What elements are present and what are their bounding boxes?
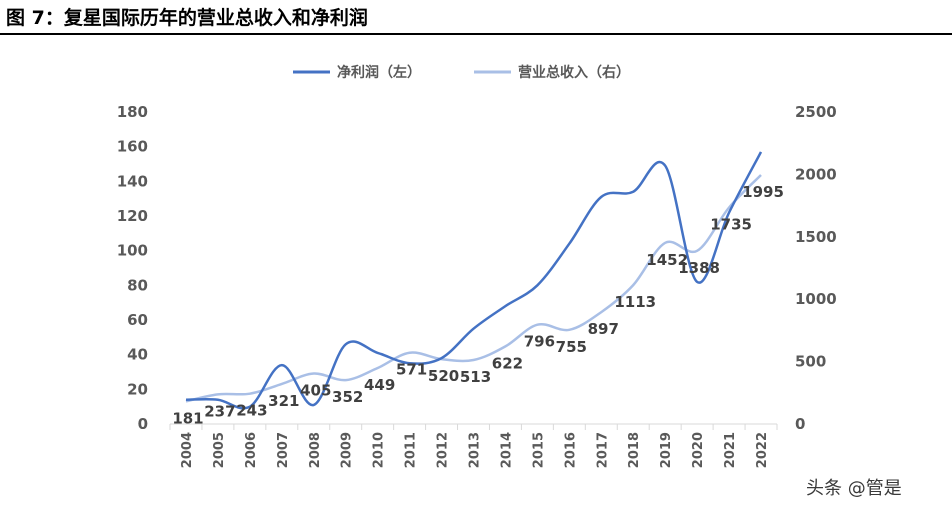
x-tick-label: 2009: [340, 432, 355, 468]
data-label-revenue: 237: [204, 402, 235, 420]
data-label-revenue: 1388: [678, 259, 720, 277]
data-label-revenue: 181: [172, 409, 203, 427]
data-label-revenue: 1735: [710, 215, 752, 233]
x-tick-label: 2015: [531, 432, 546, 468]
data-label-revenue: 513: [460, 368, 491, 386]
x-tick-label: 2006: [244, 432, 259, 468]
y-left-tick-label: 60: [127, 311, 148, 329]
y-right-tick-label: 0: [795, 415, 805, 433]
x-tick-label: 2013: [468, 432, 483, 468]
data-label-revenue: 571: [396, 361, 427, 379]
legend-label-net-profit: 净利润（左）: [337, 64, 421, 81]
x-tick-label: 2018: [627, 432, 642, 468]
series-line-net-profit: [185, 151, 763, 410]
watermark: 头条 @管是: [806, 478, 902, 499]
x-tick-label: 2014: [499, 432, 514, 468]
y-right-tick-label: 2000: [795, 165, 837, 183]
x-tick-label: 2010: [372, 432, 387, 468]
x-tick-label: 2020: [691, 432, 706, 468]
data-label-revenue: 321: [268, 392, 299, 410]
y-left-tick-label: 0: [138, 415, 148, 433]
data-label-revenue: 405: [300, 381, 331, 399]
x-tick-label: 2022: [755, 432, 770, 468]
x-tick-label: 2007: [276, 432, 291, 468]
y-right-tick-label: 1000: [795, 290, 837, 308]
y-right-tick-label: 1500: [795, 228, 837, 246]
data-label-revenue: 243: [236, 402, 267, 420]
series-lines: [185, 151, 763, 410]
x-tick-label: 2004: [180, 432, 195, 468]
y-right-tick-label: 2500: [795, 103, 837, 121]
y-left-tick-label: 100: [117, 242, 148, 260]
legend-label-revenue: 营业总收入（右）: [518, 64, 630, 81]
data-label-revenue: 1452: [646, 251, 688, 269]
data-label-revenue: 449: [364, 376, 395, 394]
x-tick-label: 2012: [436, 432, 451, 468]
x-tick-label: 2016: [563, 432, 578, 468]
x-tick-label: 2021: [723, 432, 738, 468]
data-label-revenue: 796: [524, 333, 555, 351]
legend: 净利润（左） 营业总收入（右）: [293, 64, 630, 81]
data-label-revenue: 1113: [614, 293, 656, 311]
title-rule: [0, 33, 952, 35]
x-tick-label: 2005: [212, 432, 227, 468]
data-label-revenue: 1995: [742, 183, 784, 201]
y-left-tick-label: 180: [117, 103, 148, 121]
y-left-tick-label: 20: [127, 380, 148, 398]
y-left-tick-label: 160: [117, 138, 148, 156]
x-tick-label: 2011: [404, 432, 419, 468]
series-line-revenue: [185, 174, 762, 403]
data-label-revenue: 755: [556, 338, 587, 356]
x-tick-label: 2008: [308, 432, 323, 468]
data-label-revenue: 352: [332, 388, 363, 406]
x-tick-label: 2019: [659, 432, 674, 468]
data-label-revenue: 622: [492, 354, 523, 372]
data-label-revenue: 897: [588, 320, 619, 338]
y-left-tick-label: 80: [127, 276, 148, 294]
y-left-tick-label: 140: [117, 172, 148, 190]
data-label-revenue: 520: [428, 367, 459, 385]
figure-title: 图 7：复星国际历年的营业总收入和净利润: [6, 7, 368, 29]
x-tick-label: 2017: [595, 432, 610, 468]
y-right-tick-label: 500: [795, 353, 826, 371]
y-left-tick-label: 120: [117, 207, 148, 225]
axes: 2004 2005 2006 2007 2008 2009 2010 2011 2012 2013…: [117, 103, 837, 468]
y-left-tick-label: 40: [127, 346, 148, 364]
